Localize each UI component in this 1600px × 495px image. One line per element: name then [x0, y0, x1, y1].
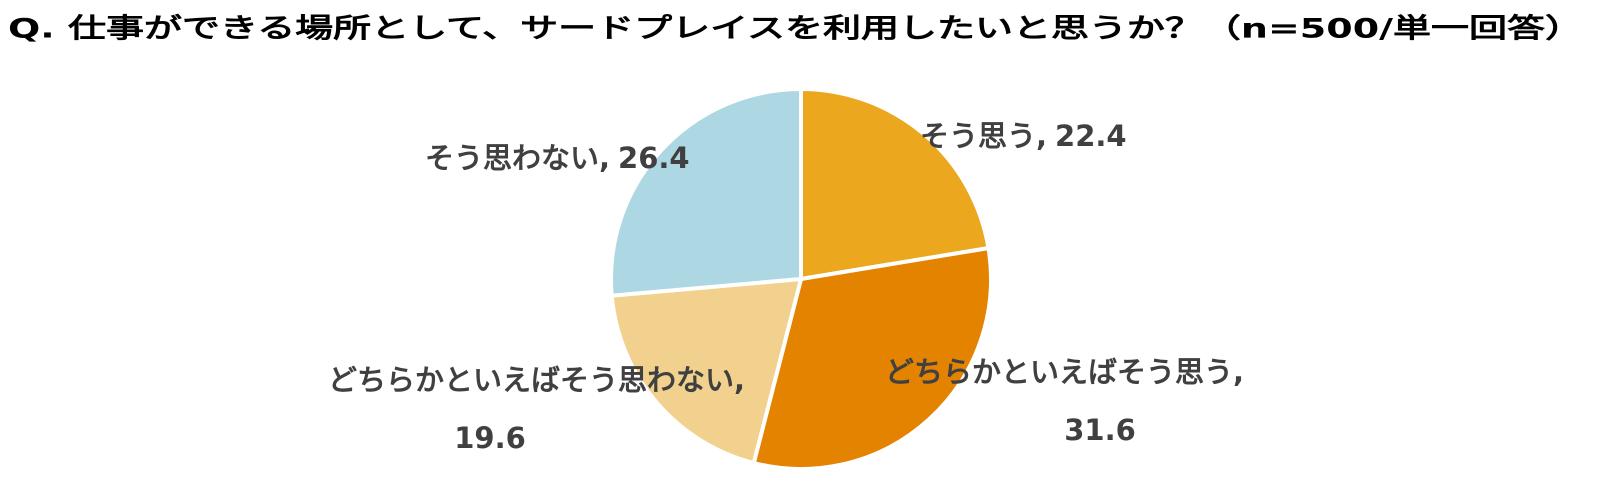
data-label: そう思う, 22.4 [920, 119, 1127, 153]
pie-slice [799, 86, 991, 282]
category-label: どちらかといえばそう思わない, [328, 363, 745, 397]
category-label: どちらかといえばそう思う, [885, 355, 1244, 389]
chart-title: Q. 仕事ができる場所として、サードプレイスを利用したいと思うか？（n=500/… [8, 13, 1583, 45]
data-label: そう思わない, 26.4 [425, 141, 690, 175]
pie-slice [609, 276, 804, 466]
category-label: そう思わない, [425, 141, 610, 175]
value-label: 22.4 [1055, 119, 1127, 153]
pie-slice [751, 245, 993, 471]
value-label: 19.6 [454, 421, 526, 455]
pie-slice [609, 86, 803, 298]
category-label: そう思う, [920, 119, 1047, 153]
value-label: 31.6 [1064, 413, 1136, 447]
value-label: 26.4 [618, 141, 690, 175]
